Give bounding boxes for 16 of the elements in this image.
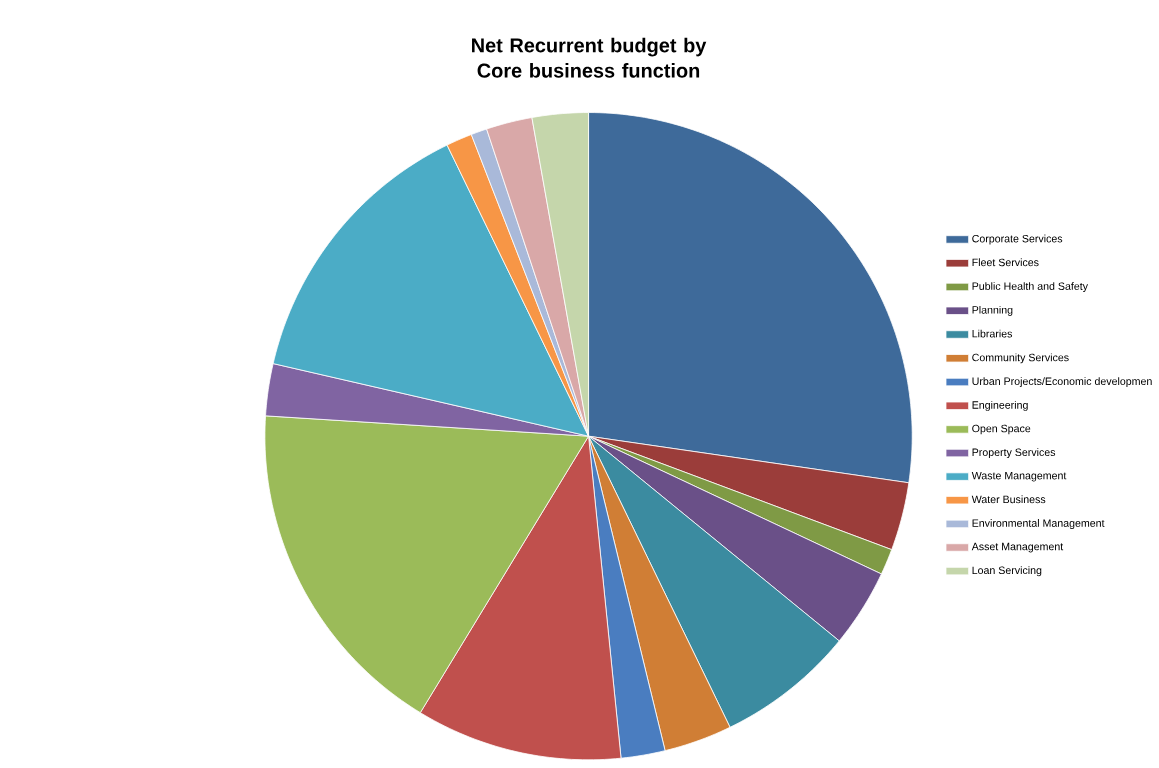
legend-label: Asset Management: [971, 542, 1064, 553]
legend-label: Corporate Services: [972, 234, 1063, 245]
legend-label: Loan Servicing: [972, 566, 1042, 577]
legend-label: Waste Management: [971, 472, 1067, 482]
legend-label: Libraries: [972, 329, 1013, 338]
legend-label: Property Services: [972, 448, 1056, 459]
legend-label: Open Space: [972, 424, 1031, 435]
legend-label: Environmental Management: [972, 519, 1105, 530]
legend-label: Urban Projects/Economic developmen: [972, 377, 1152, 388]
legend-label: Water Business: [971, 495, 1046, 504]
legend-label: Engineering: [972, 401, 1028, 411]
chart-title: Net Recurrent budget by Core business function: [472, 37, 707, 78]
legend-label: Fleet Services: [972, 258, 1039, 267]
legend-label: Public Health and Safety: [972, 282, 1088, 293]
legend-label: Planning: [972, 305, 1013, 316]
legend-label: Community Services: [972, 353, 1069, 364]
